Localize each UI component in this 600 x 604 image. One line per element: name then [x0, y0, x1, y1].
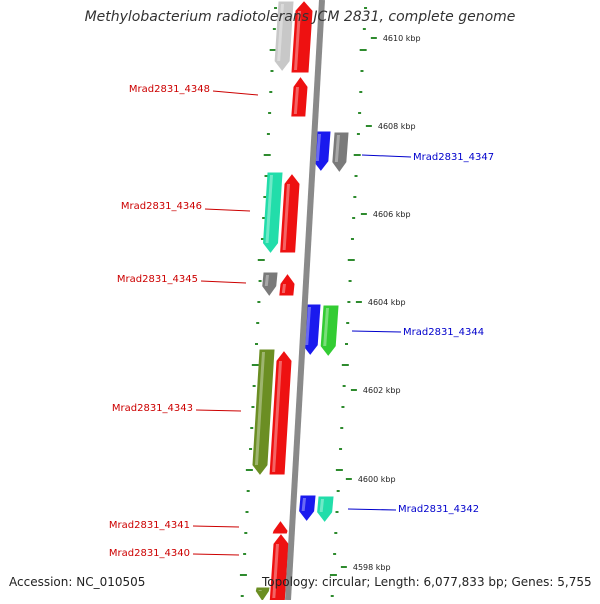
gene-block	[263, 172, 283, 253]
gene-label-mrad2831_4343: Mrad2831_4343	[112, 403, 193, 414]
gene-block-body	[274, 1, 294, 71]
gene-block	[269, 534, 289, 601]
gene-block-shine	[293, 87, 299, 114]
gene-leader-line	[192, 525, 240, 528]
page-title: Methylobacterium radiotolerans JCM 2831,…	[84, 9, 516, 25]
scale-label: 4604 kbp	[368, 298, 406, 307]
gene-leader-line	[195, 409, 242, 412]
gene-block-shine	[264, 275, 269, 286]
gene-block	[262, 272, 278, 296]
gene-block-shine	[258, 590, 262, 591]
gene-block	[291, 1, 313, 73]
gene-block	[269, 351, 292, 475]
gene-leader-line	[204, 208, 251, 212]
gene-label-mrad2831_4345: Mrad2831_4345	[117, 274, 198, 285]
gene-label-mrad2831_4348: Mrad2831_4348	[129, 84, 210, 95]
gene-leader-line	[200, 280, 247, 284]
gene-block-shine	[272, 361, 282, 472]
gene-block-body	[332, 132, 349, 172]
scale-label: 4602 kbp	[363, 386, 401, 395]
gene-leader-line	[351, 330, 402, 333]
gene-block-body	[252, 349, 275, 475]
gene-block	[280, 174, 300, 253]
gene-label-mrad2831_4341: Mrad2831_4341	[109, 520, 190, 531]
gene-leader-line	[192, 553, 240, 556]
gene-block-shine	[281, 284, 286, 293]
gene-block-body	[280, 174, 300, 253]
gene-label-mrad2831_4346: Mrad2831_4346	[121, 201, 202, 212]
scale-label: 4598 kbp	[353, 563, 391, 572]
topology-text: Topology: circular; Length: 6,077,833 bp…	[262, 575, 592, 589]
gene-block	[291, 77, 308, 117]
gene-block-shine	[315, 134, 321, 161]
kbp-scale: 4610 kbp 4608 kbp 4606 kbp 4604 kbp 4602 kbp…	[340, 34, 421, 572]
accession-text: Accession: NC_010505	[9, 575, 146, 589]
gene-block	[272, 521, 288, 534]
gene-label-mrad2831_4342: Mrad2831_4342	[398, 504, 479, 515]
gene-block-body	[320, 305, 339, 356]
scale-label: 4600 kbp	[358, 475, 396, 484]
gene-block-shine	[282, 184, 290, 250]
gene-leader-line	[212, 90, 259, 96]
gene-block-shine	[254, 352, 265, 465]
gene-block-body	[255, 587, 270, 601]
gene-block-body	[291, 1, 313, 73]
gene-block-body	[272, 521, 288, 534]
gene-block	[299, 495, 316, 521]
gene-label-mrad2831_4344: Mrad2831_4344	[403, 327, 484, 338]
scale-label: 4608 kbp	[378, 122, 416, 131]
gene-block	[252, 349, 275, 475]
gene-label-mrad2831_4340: Mrad2831_4340	[109, 548, 190, 559]
gene-block-body	[291, 77, 308, 117]
gene-label-mrad2831_4347: Mrad2831_4347	[413, 152, 494, 163]
gene-block	[274, 1, 294, 71]
gene-features	[252, 1, 349, 601]
scale-label: 4606 kbp	[373, 210, 411, 219]
gene-leader-line	[347, 508, 397, 511]
gene-block-body	[299, 495, 316, 521]
gene-block	[332, 132, 349, 172]
gene-block-shine	[319, 499, 324, 512]
gene-block-shine	[334, 135, 340, 162]
gene-block-shine	[294, 11, 301, 70]
gene-block	[255, 587, 270, 601]
right-tick-marks	[329, 7, 368, 597]
gene-block-shine	[301, 498, 306, 511]
gene-block	[317, 496, 334, 522]
gene-block-shine	[265, 175, 273, 243]
gene-block-shine	[277, 4, 284, 61]
gene-block-body	[263, 172, 283, 253]
gene-block	[279, 274, 295, 296]
gene-block-body	[317, 496, 334, 522]
gene-block-shine	[272, 544, 279, 598]
gene-block-shine	[305, 307, 311, 345]
scale-label: 4610 kbp	[383, 34, 421, 43]
gene-block-body	[262, 272, 278, 296]
gene-block-body	[279, 274, 295, 296]
left-tick-marks	[239, 7, 278, 597]
chromosome-backbone	[285, 0, 325, 601]
gene-block-shine	[323, 308, 329, 346]
gene-labels: Mrad2831_4348 Mrad2831_4347 Mrad2831_4346 M…	[109, 84, 494, 559]
gene-leader-line	[361, 154, 412, 158]
gene-block	[320, 305, 339, 356]
gene-block-body	[269, 351, 292, 475]
